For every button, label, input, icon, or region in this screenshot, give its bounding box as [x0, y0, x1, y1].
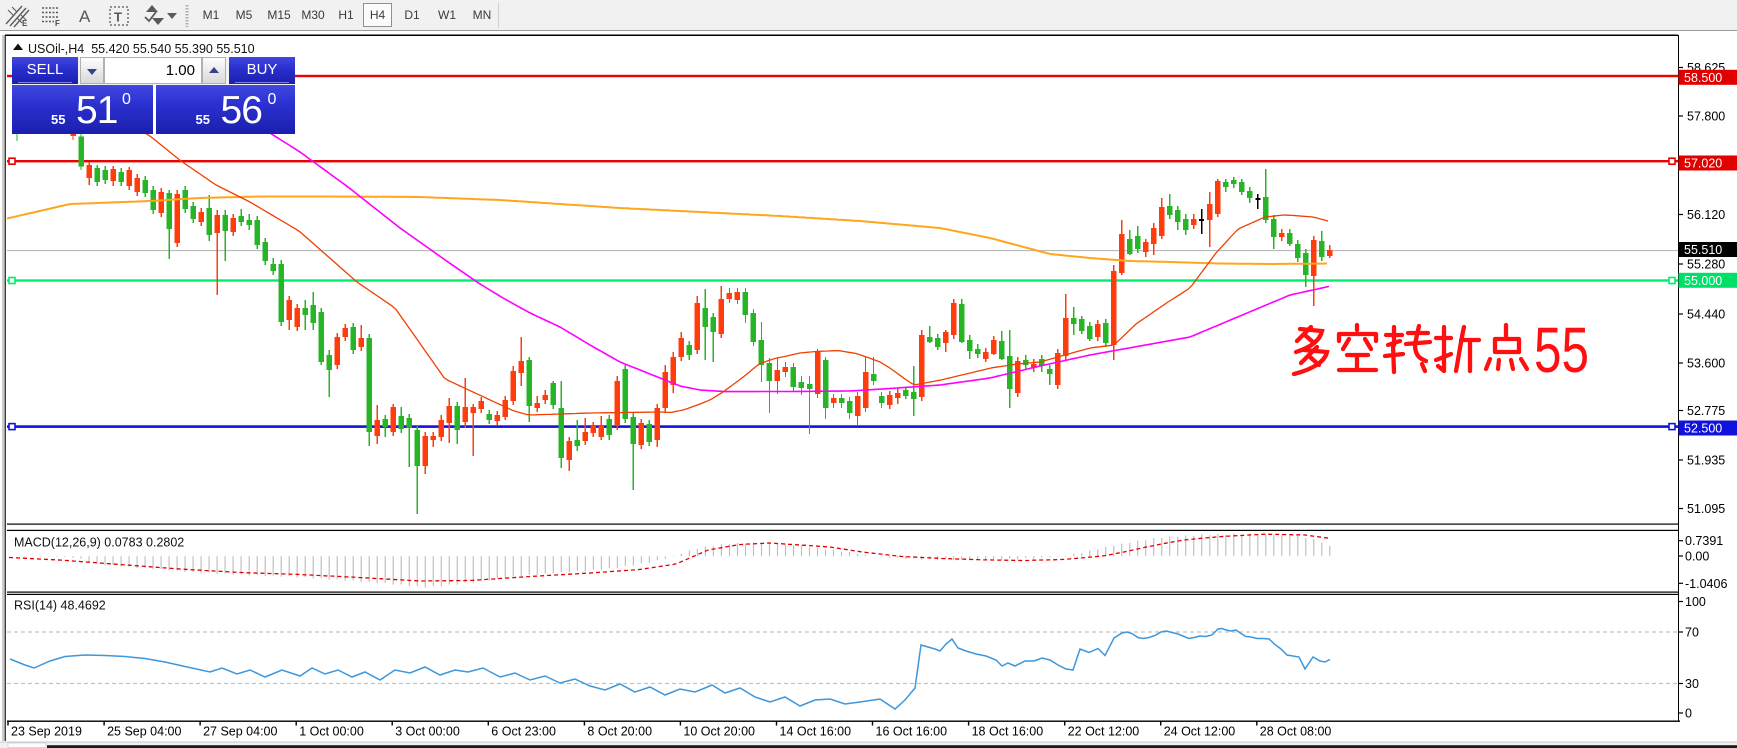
svg-text:24 Oct 12:00: 24 Oct 12:00 — [1164, 725, 1236, 739]
svg-text:30: 30 — [1685, 677, 1699, 691]
svg-text:52.500: 52.500 — [1684, 422, 1722, 436]
svg-text:56.120: 56.120 — [1687, 208, 1725, 222]
svg-text:58.500: 58.500 — [1684, 71, 1722, 85]
svg-text:55.280: 55.280 — [1687, 258, 1725, 272]
svg-text:1 Oct 00:00: 1 Oct 00:00 — [299, 725, 364, 739]
svg-text:MACD(12,26,9) 0.0783 0.2802: MACD(12,26,9) 0.0783 0.2802 — [14, 536, 184, 550]
svg-text:0.7391: 0.7391 — [1685, 534, 1723, 548]
svg-text:100: 100 — [1685, 595, 1706, 609]
svg-text:6 Oct 23:00: 6 Oct 23:00 — [491, 725, 556, 739]
svg-text:57.020: 57.020 — [1684, 157, 1722, 171]
svg-text:51.095: 51.095 — [1687, 502, 1725, 516]
svg-text:27 Sep 04:00: 27 Sep 04:00 — [203, 725, 277, 739]
svg-text:-1.0406: -1.0406 — [1685, 577, 1727, 591]
svg-text:T: T — [114, 10, 122, 25]
svg-text:52.775: 52.775 — [1687, 404, 1725, 418]
svg-text:0.00: 0.00 — [1685, 550, 1709, 564]
svg-text:A: A — [79, 7, 91, 26]
svg-text:14 Oct 16:00: 14 Oct 16:00 — [780, 725, 852, 739]
svg-text:23 Sep 2019: 23 Sep 2019 — [11, 725, 82, 739]
svg-text:28 Oct 08:00: 28 Oct 08:00 — [1260, 725, 1332, 739]
svg-text:54.440: 54.440 — [1687, 308, 1725, 322]
svg-text:18 Oct 16:00: 18 Oct 16:00 — [972, 725, 1044, 739]
svg-text:53.600: 53.600 — [1687, 357, 1725, 371]
svg-text:55: 55 — [1534, 315, 1589, 387]
svg-text:E: E — [22, 19, 28, 28]
svg-text:16 Oct 16:00: 16 Oct 16:00 — [876, 725, 948, 739]
svg-text:USOil-,H4 55.420 55.540 55.39: USOil-,H4 55.420 55.540 55.390 55.510 — [28, 42, 255, 56]
svg-text:70: 70 — [1685, 626, 1699, 640]
svg-text:8 Oct 20:00: 8 Oct 20:00 — [587, 725, 652, 739]
svg-text:0: 0 — [1685, 707, 1692, 721]
svg-text:51.935: 51.935 — [1687, 454, 1725, 468]
svg-text:3 Oct 00:00: 3 Oct 00:00 — [395, 725, 460, 739]
svg-text:25 Sep 04:00: 25 Sep 04:00 — [107, 725, 181, 739]
svg-text:F: F — [55, 19, 60, 28]
svg-text:22 Oct 12:00: 22 Oct 12:00 — [1068, 725, 1140, 739]
svg-text:55.000: 55.000 — [1684, 274, 1722, 288]
svg-text:10 Oct 20:00: 10 Oct 20:00 — [683, 725, 755, 739]
svg-text:57.800: 57.800 — [1687, 110, 1725, 124]
svg-text:55.510: 55.510 — [1684, 243, 1722, 257]
svg-text:RSI(14) 48.4692: RSI(14) 48.4692 — [14, 599, 106, 613]
